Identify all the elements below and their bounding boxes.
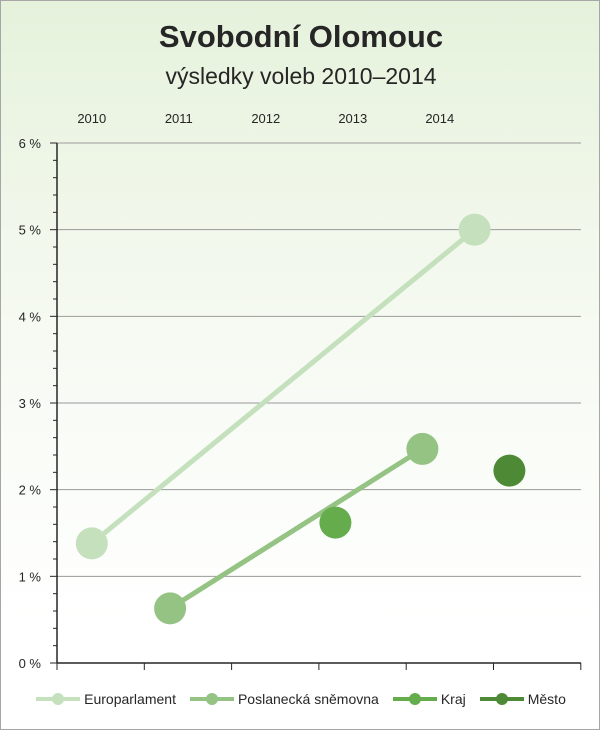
legend-label: Europarlament [84, 691, 176, 707]
gridlines [57, 142, 581, 577]
data-point [406, 432, 439, 465]
legend: Europarlament Poslanecká sněmovna Kraj Měst… [1, 691, 600, 707]
chart-subtitle: výsledky voleb 2010–2014 [165, 63, 437, 89]
legend-label: Kraj [440, 691, 466, 707]
axes [50, 142, 582, 670]
data-point [319, 506, 352, 539]
y-tick-label: 5 % [19, 223, 42, 238]
plot-area: 0 %1 %2 %3 %4 %5 %6 % 2010 2011 2012 2013 20… [19, 111, 582, 671]
legend-dot [205, 693, 218, 705]
y-tick-label: 4 % [19, 309, 42, 324]
legend-dot [52, 693, 65, 705]
chart-title: Svobodní Olomouc [158, 19, 444, 54]
x-tick-label: 2013 [338, 111, 367, 126]
x-tick-label: 2010 [77, 111, 106, 126]
legend-swatch [392, 693, 437, 705]
legend-dot [408, 693, 421, 705]
data-point [154, 592, 187, 625]
legend-swatch [479, 693, 524, 705]
y-tick-label: 1 % [19, 569, 42, 584]
y-tick-labels: 0 % 1 % 2 % 3 % 4 % 5 % 6 % [19, 136, 42, 671]
y-tick-label: 2 % [19, 483, 42, 498]
legend-item: Poslanecká sněmovna [189, 691, 379, 707]
legend-item: Město [479, 691, 566, 707]
series-line [168, 446, 424, 611]
y-tick-label: 3 % [19, 396, 42, 411]
series-line [90, 227, 477, 546]
legend-label: Poslanecká sněmovna [237, 691, 379, 707]
legend-item: Kraj [392, 691, 466, 707]
legend-label: Město [527, 691, 566, 707]
data-point [75, 527, 108, 560]
y-tick-label: 0 % [19, 656, 42, 671]
data-point [493, 454, 526, 487]
legend-swatch [189, 693, 234, 705]
y-tick-label: 6 % [19, 136, 42, 151]
legend-swatch [36, 693, 81, 705]
data-point [458, 213, 491, 246]
x-tick-label: 2012 [251, 111, 280, 126]
x-tick-label: 2014 [425, 111, 454, 126]
series-layer [75, 213, 526, 625]
legend-item: Europarlament [36, 691, 176, 707]
x-tick-label: 2011 [165, 111, 193, 126]
x-tick-labels: 2010 2011 2012 2013 2014 [77, 111, 454, 126]
legend-dot [495, 693, 508, 705]
